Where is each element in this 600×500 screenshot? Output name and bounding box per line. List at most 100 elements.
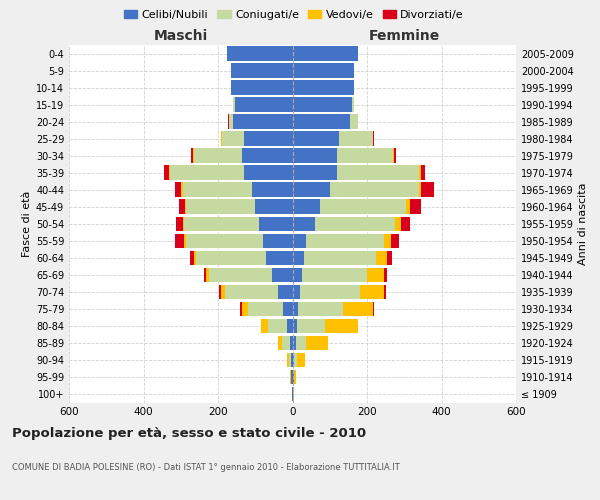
Bar xyxy=(181,182,182,197)
Bar xyxy=(406,200,410,214)
Bar xyxy=(292,370,293,384)
Bar xyxy=(295,370,296,384)
Bar xyxy=(259,216,293,231)
Bar xyxy=(376,250,388,265)
Text: COMUNE DI BADIA POLESINE (RO) - Dati ISTAT 1° gennaio 2010 - Elaborazione TUTTIT: COMUNE DI BADIA POLESINE (RO) - Dati IST… xyxy=(12,462,400,471)
Bar xyxy=(164,166,169,180)
Bar xyxy=(293,148,337,163)
Bar xyxy=(304,250,376,265)
Bar xyxy=(244,166,293,180)
Bar xyxy=(242,302,248,316)
Bar xyxy=(293,200,320,214)
Bar xyxy=(350,114,358,129)
Bar xyxy=(298,302,343,316)
Text: Maschi: Maschi xyxy=(154,28,208,42)
Bar xyxy=(231,80,293,95)
Bar xyxy=(305,234,384,248)
Bar xyxy=(241,302,242,316)
Bar xyxy=(179,200,185,214)
Bar xyxy=(289,352,290,367)
Bar xyxy=(293,387,294,401)
Bar xyxy=(293,80,354,95)
Bar xyxy=(278,336,282,350)
Bar xyxy=(233,114,293,129)
Bar xyxy=(293,352,295,367)
Bar xyxy=(182,182,251,197)
Bar xyxy=(287,318,293,333)
Text: Popolazione per età, sesso e stato civile - 2010: Popolazione per età, sesso e stato civil… xyxy=(12,428,366,440)
Bar xyxy=(184,216,259,231)
Bar xyxy=(293,302,298,316)
Bar xyxy=(204,268,206,282)
Bar xyxy=(283,302,293,316)
Bar xyxy=(193,148,194,163)
Bar xyxy=(233,98,235,112)
Bar xyxy=(367,268,384,282)
Bar xyxy=(293,234,305,248)
Bar xyxy=(330,182,419,197)
Bar xyxy=(190,250,194,265)
Bar xyxy=(251,182,293,197)
Bar xyxy=(315,216,395,231)
Text: Femmine: Femmine xyxy=(368,28,440,42)
Bar xyxy=(373,302,374,316)
Bar xyxy=(352,98,354,112)
Bar xyxy=(419,166,421,180)
Bar xyxy=(293,166,337,180)
Bar xyxy=(297,318,325,333)
Bar xyxy=(196,250,266,265)
Y-axis label: Anni di nascita: Anni di nascita xyxy=(578,182,588,265)
Bar xyxy=(293,114,350,129)
Bar xyxy=(194,148,242,163)
Bar xyxy=(293,132,339,146)
Bar xyxy=(394,148,395,163)
Bar xyxy=(373,132,374,146)
Bar xyxy=(293,98,352,112)
Legend: Celibi/Nubili, Coniugati/e, Vedovi/e, Divorziati/e: Celibi/Nubili, Coniugati/e, Vedovi/e, Di… xyxy=(119,6,469,25)
Bar xyxy=(185,200,187,214)
Bar xyxy=(384,234,391,248)
Bar xyxy=(255,200,293,214)
Bar xyxy=(261,318,268,333)
Bar xyxy=(222,132,244,146)
Bar xyxy=(290,336,293,350)
Bar xyxy=(278,284,293,299)
Bar xyxy=(293,336,296,350)
Bar xyxy=(300,284,359,299)
Bar xyxy=(421,166,425,180)
Bar xyxy=(359,284,384,299)
Bar xyxy=(231,64,293,78)
Bar xyxy=(175,234,184,248)
Bar xyxy=(266,250,293,265)
Bar xyxy=(305,336,328,350)
Bar xyxy=(401,216,410,231)
Bar xyxy=(242,148,293,163)
Bar xyxy=(293,64,354,78)
Bar xyxy=(176,216,182,231)
Bar xyxy=(184,234,187,248)
Bar xyxy=(393,148,394,163)
Bar xyxy=(421,182,434,197)
Bar xyxy=(191,148,193,163)
Bar xyxy=(248,302,283,316)
Bar xyxy=(293,182,330,197)
Bar xyxy=(337,148,393,163)
Bar xyxy=(290,370,292,384)
Bar xyxy=(272,268,293,282)
Bar xyxy=(209,268,272,282)
Bar xyxy=(221,284,226,299)
Bar xyxy=(419,182,421,197)
Bar xyxy=(235,98,293,112)
Bar xyxy=(290,352,293,367)
Bar xyxy=(169,166,170,180)
Bar xyxy=(293,268,302,282)
Bar xyxy=(295,352,298,367)
Bar xyxy=(226,284,278,299)
Y-axis label: Fasce di età: Fasce di età xyxy=(22,190,32,257)
Bar xyxy=(287,352,289,367)
Bar xyxy=(187,234,263,248)
Bar xyxy=(320,200,406,214)
Bar xyxy=(227,46,293,60)
Bar xyxy=(170,166,244,180)
Bar xyxy=(384,284,386,299)
